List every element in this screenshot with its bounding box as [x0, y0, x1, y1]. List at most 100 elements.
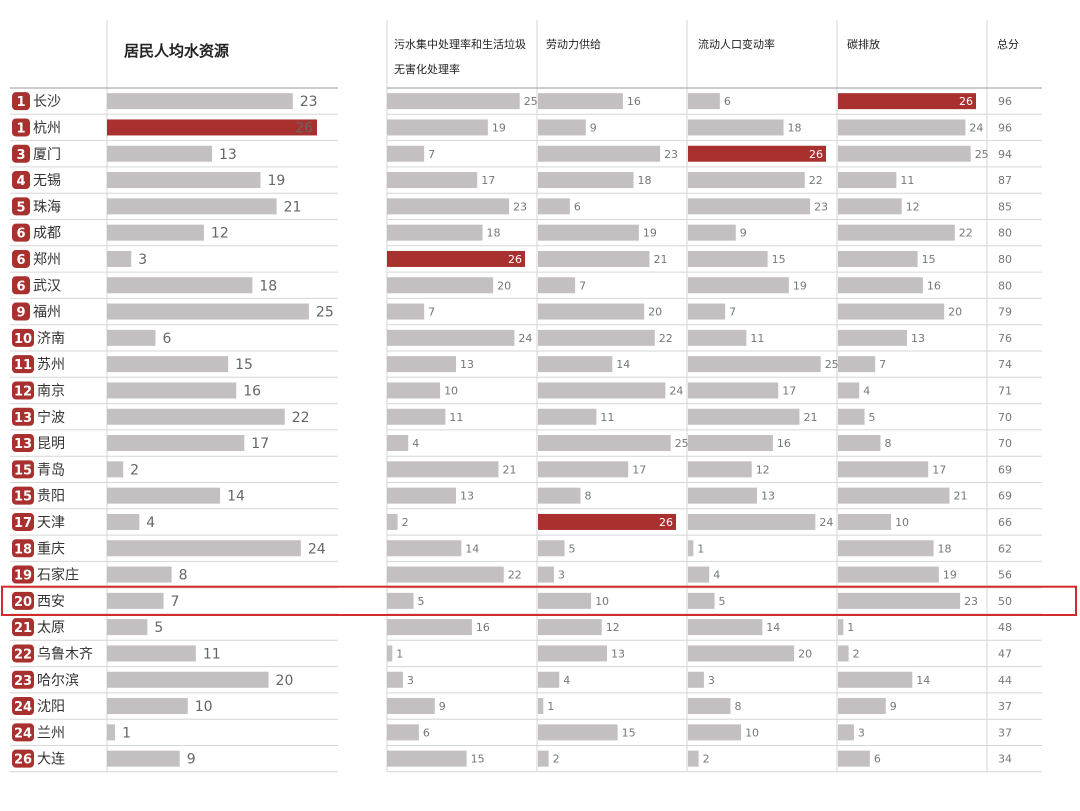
- table-row: 22 乌鲁木齐 11 1 13 20 2 47: [10, 644, 1042, 668]
- table-row: 18 重庆 24 14 5 1 18 62: [10, 539, 1042, 562]
- bar-labor: [538, 277, 576, 294]
- value-labor: 14: [616, 358, 630, 371]
- rank-badge: [12, 618, 34, 637]
- value-carbon: 11: [900, 174, 914, 187]
- value-sewage: 16: [476, 621, 490, 634]
- bar-water: [107, 356, 229, 373]
- value-labor: 16: [627, 95, 641, 108]
- value-sewage: 5: [418, 595, 425, 608]
- value-labor: 22: [659, 332, 673, 345]
- city-name: 天津: [37, 515, 65, 531]
- bar-mobility: [688, 356, 821, 373]
- bar-water: [107, 540, 301, 557]
- bar-water: [107, 750, 180, 767]
- rank-number: 26: [14, 753, 32, 768]
- rank-badge: [12, 276, 30, 295]
- value-carbon: 10: [895, 516, 909, 529]
- total-score: 48: [998, 621, 1012, 634]
- rank-number: 10: [14, 332, 32, 347]
- bar-sewage: [387, 750, 467, 767]
- value-labor: 9: [590, 121, 597, 134]
- bar-labor: [538, 461, 629, 478]
- value-carbon: 3: [858, 726, 865, 739]
- bar-sewage: [387, 329, 515, 346]
- value-water: 4: [146, 515, 155, 531]
- value-mobility: 16: [777, 437, 791, 450]
- value-sewage: 23: [513, 200, 527, 213]
- value-carbon: 8: [884, 437, 891, 450]
- value-labor: 24: [669, 384, 683, 397]
- value-water: 14: [227, 489, 245, 505]
- value-mobility: 4: [713, 569, 720, 582]
- bar-mobility: [688, 408, 800, 425]
- bar-carbon: [838, 277, 923, 294]
- bar-mobility: [688, 671, 704, 688]
- value-labor: 11: [600, 411, 614, 424]
- column-headers: 居民人均水资源 污水集中处理率和生活垃圾 无害化处理率 劳动力供给 流动人口变动…: [124, 37, 1019, 76]
- value-labor: 19: [643, 227, 657, 240]
- total-score: 70: [998, 411, 1012, 424]
- table-row: 6 武汉 18 20 7 19 16 80: [10, 276, 1042, 299]
- bar-mobility: [688, 592, 715, 609]
- rank-number: 1: [16, 121, 25, 136]
- value-labor: 26: [659, 516, 673, 529]
- value-mobility: 22: [809, 174, 823, 187]
- highlight-box: [1, 585, 1077, 617]
- table-row: 13 宁波 22 11 11 21 5 70: [10, 407, 1042, 431]
- table-row: 4 无锡 19 17 18 22 11 87: [10, 171, 1042, 194]
- value-sewage: 3: [407, 674, 414, 687]
- value-mobility: 9: [740, 227, 747, 240]
- bar-water: [107, 145, 212, 162]
- value-carbon: 2: [853, 647, 860, 660]
- header-labor: 劳动力供给: [546, 37, 601, 51]
- city-name: 长沙: [33, 94, 61, 110]
- value-water: 5: [154, 620, 163, 636]
- total-score: 87: [998, 174, 1012, 187]
- rank-number: 5: [16, 200, 25, 215]
- value-sewage: 4: [412, 437, 419, 450]
- bar-carbon: [838, 540, 934, 557]
- rank-number: 4: [16, 174, 25, 189]
- value-carbon: 15: [922, 253, 936, 266]
- rank-number: 24: [14, 700, 32, 715]
- value-water: 8: [179, 568, 188, 584]
- total-score: 74: [998, 358, 1012, 371]
- total-score: 80: [998, 279, 1012, 292]
- bar-sewage: [387, 93, 520, 110]
- value-mobility: 13: [761, 490, 775, 503]
- bar-mobility: [688, 461, 752, 478]
- value-sewage: 9: [439, 700, 446, 713]
- city-name: 昆明: [37, 436, 65, 452]
- table-row: 11 苏州 15 13 14 25 7 74: [10, 355, 1042, 378]
- value-mobility: 17: [782, 384, 796, 397]
- value-labor: 12: [606, 621, 620, 634]
- value-carbon: 1: [847, 621, 854, 634]
- rank-number: 22: [14, 647, 32, 662]
- bar-mobility: [688, 540, 694, 557]
- bar-water: [107, 198, 277, 215]
- table-row: 3 厦门 13 7 23 26 25 94: [10, 144, 1042, 168]
- rank-number: 19: [14, 569, 32, 584]
- table-row: 26 大连 9 15 2 2 6 34: [10, 749, 1042, 773]
- bar-labor: [538, 198, 570, 215]
- value-sewage: 22: [508, 569, 522, 582]
- value-water: 9: [187, 752, 196, 768]
- bar-carbon: [838, 303, 945, 320]
- bar-carbon: [838, 461, 929, 478]
- bar-labor: [538, 698, 544, 715]
- bar-carbon: [838, 671, 913, 688]
- value-sewage: 21: [502, 463, 516, 476]
- table-row: 23 哈尔滨 20 3 4 3 14 44: [10, 670, 1042, 694]
- total-score: 70: [998, 437, 1012, 450]
- city-name: 珠海: [33, 199, 61, 215]
- header-sewage-line1: 污水集中处理率和生活垃圾: [394, 37, 526, 51]
- rank-badge: [12, 328, 34, 347]
- rank-number: 15: [14, 490, 32, 505]
- value-labor: 10: [595, 595, 609, 608]
- total-score: 80: [998, 253, 1012, 266]
- value-sewage: 15: [471, 753, 485, 766]
- bar-labor: [538, 172, 634, 189]
- bar-mobility: [688, 645, 795, 662]
- bar-sewage: [387, 198, 510, 215]
- value-sewage: 7: [428, 306, 435, 319]
